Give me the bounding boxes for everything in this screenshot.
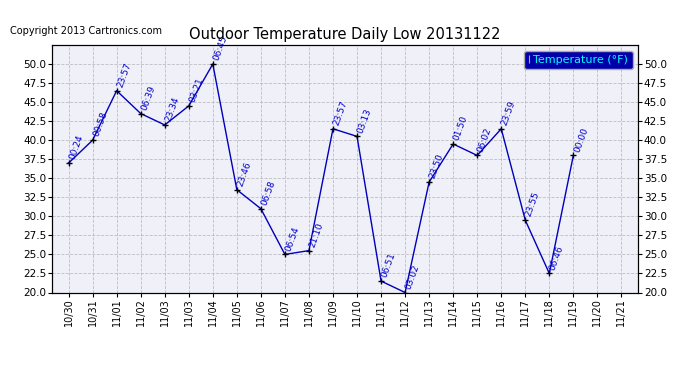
Title: Outdoor Temperature Daily Low 20131122: Outdoor Temperature Daily Low 20131122 [189, 27, 501, 42]
Text: 03:21: 03:21 [188, 76, 205, 104]
Text: 23:50: 23:50 [428, 153, 445, 180]
Text: 23:34: 23:34 [164, 96, 181, 123]
Text: 06:39: 06:39 [139, 84, 157, 111]
Text: 06:54: 06:54 [284, 225, 301, 252]
Text: 00:00: 00:00 [572, 126, 590, 153]
Text: 01:50: 01:50 [452, 114, 469, 142]
Text: 06:58: 06:58 [260, 179, 277, 207]
Text: 06:51: 06:51 [380, 252, 397, 279]
Text: 03:13: 03:13 [356, 107, 373, 134]
Text: 23:55: 23:55 [524, 191, 542, 218]
Text: Copyright 2013 Cartronics.com: Copyright 2013 Cartronics.com [10, 26, 162, 36]
Text: 23:57: 23:57 [116, 62, 133, 88]
Text: 00:24: 00:24 [68, 134, 85, 161]
Legend: Temperature (°F): Temperature (°F) [524, 51, 633, 69]
Text: 03:02: 03:02 [404, 263, 422, 290]
Text: 21:10: 21:10 [308, 221, 325, 249]
Text: 23:57: 23:57 [332, 99, 349, 127]
Text: 23:46: 23:46 [236, 160, 253, 188]
Text: 06:46: 06:46 [549, 244, 566, 272]
Text: 23:59: 23:59 [500, 99, 518, 127]
Text: 06:02: 06:02 [476, 126, 493, 153]
Text: 06:45: 06:45 [212, 34, 229, 62]
Text: 00:58: 00:58 [92, 111, 109, 138]
